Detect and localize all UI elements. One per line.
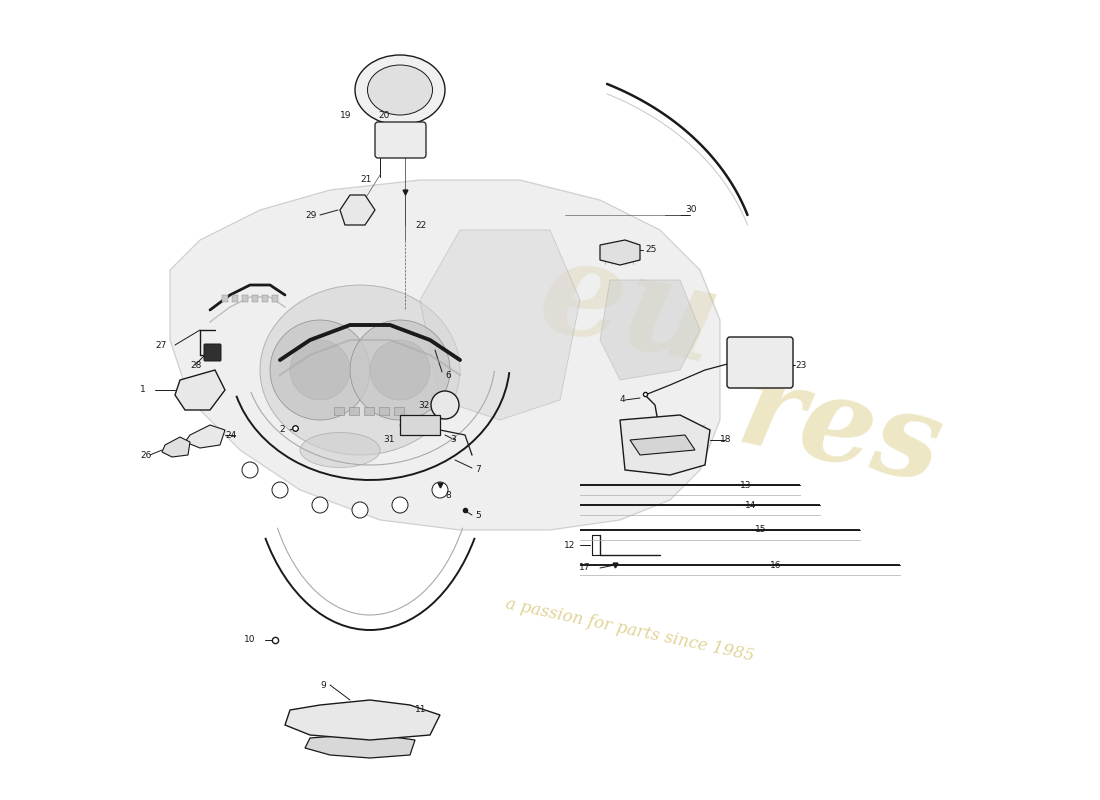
Text: 11: 11 xyxy=(415,706,427,714)
Circle shape xyxy=(370,340,430,400)
Text: a passion for parts since 1985: a passion for parts since 1985 xyxy=(504,595,756,665)
Polygon shape xyxy=(305,735,415,758)
Ellipse shape xyxy=(355,55,446,125)
Text: 3: 3 xyxy=(450,435,455,445)
Text: 21: 21 xyxy=(360,175,372,185)
Circle shape xyxy=(431,391,459,419)
Text: 13: 13 xyxy=(740,481,751,490)
Bar xyxy=(379,407,389,415)
Circle shape xyxy=(272,482,288,498)
Text: 27: 27 xyxy=(155,341,166,350)
Text: 30: 30 xyxy=(685,206,696,214)
Polygon shape xyxy=(600,280,700,380)
Text: 31: 31 xyxy=(384,435,395,445)
Text: 24: 24 xyxy=(226,430,236,439)
Bar xyxy=(222,295,228,302)
Circle shape xyxy=(392,497,408,513)
Bar xyxy=(364,407,374,415)
Polygon shape xyxy=(620,415,710,475)
Text: 17: 17 xyxy=(579,563,590,573)
Circle shape xyxy=(270,320,370,420)
Circle shape xyxy=(290,340,350,400)
Polygon shape xyxy=(162,437,190,457)
Text: 16: 16 xyxy=(770,561,781,570)
Text: 29: 29 xyxy=(305,210,317,219)
Bar xyxy=(400,415,440,435)
Circle shape xyxy=(242,462,258,478)
Text: 7: 7 xyxy=(475,466,481,474)
Text: 32: 32 xyxy=(419,401,430,410)
Bar xyxy=(334,407,344,415)
FancyBboxPatch shape xyxy=(375,122,426,158)
Polygon shape xyxy=(175,370,226,410)
Text: 26: 26 xyxy=(140,450,152,459)
Text: 28: 28 xyxy=(190,361,201,370)
Bar xyxy=(262,295,267,302)
Text: 23: 23 xyxy=(795,361,806,370)
Text: 10: 10 xyxy=(243,635,255,645)
Bar xyxy=(232,295,238,302)
Text: 1: 1 xyxy=(140,386,145,394)
Text: 4: 4 xyxy=(620,395,626,405)
Text: 20: 20 xyxy=(378,110,389,119)
Text: 22: 22 xyxy=(415,221,427,230)
Polygon shape xyxy=(600,240,640,265)
FancyBboxPatch shape xyxy=(204,344,221,361)
Text: 14: 14 xyxy=(745,501,757,510)
Bar xyxy=(349,407,359,415)
Text: 15: 15 xyxy=(755,526,767,534)
Polygon shape xyxy=(170,180,720,530)
Polygon shape xyxy=(340,195,375,225)
Polygon shape xyxy=(630,435,695,455)
Text: 2: 2 xyxy=(279,426,285,434)
Bar xyxy=(272,295,277,302)
Text: 18: 18 xyxy=(720,435,732,445)
Polygon shape xyxy=(185,425,226,448)
Text: 5: 5 xyxy=(475,510,481,519)
Text: eu: eu xyxy=(529,228,732,392)
Circle shape xyxy=(352,502,368,518)
Circle shape xyxy=(432,482,448,498)
Text: 25: 25 xyxy=(645,246,657,254)
Ellipse shape xyxy=(260,285,460,455)
Bar xyxy=(394,407,404,415)
Bar xyxy=(242,295,248,302)
Polygon shape xyxy=(420,230,580,420)
Text: res: res xyxy=(728,353,952,507)
FancyBboxPatch shape xyxy=(727,337,793,388)
Text: 9: 9 xyxy=(320,681,326,690)
Text: 6: 6 xyxy=(446,370,451,379)
Text: 12: 12 xyxy=(563,541,575,550)
Polygon shape xyxy=(285,700,440,740)
Circle shape xyxy=(350,320,450,420)
Ellipse shape xyxy=(300,433,379,467)
Circle shape xyxy=(312,497,328,513)
Text: 19: 19 xyxy=(340,110,352,119)
Ellipse shape xyxy=(367,65,432,115)
Text: 8: 8 xyxy=(446,490,451,499)
Bar xyxy=(252,295,257,302)
